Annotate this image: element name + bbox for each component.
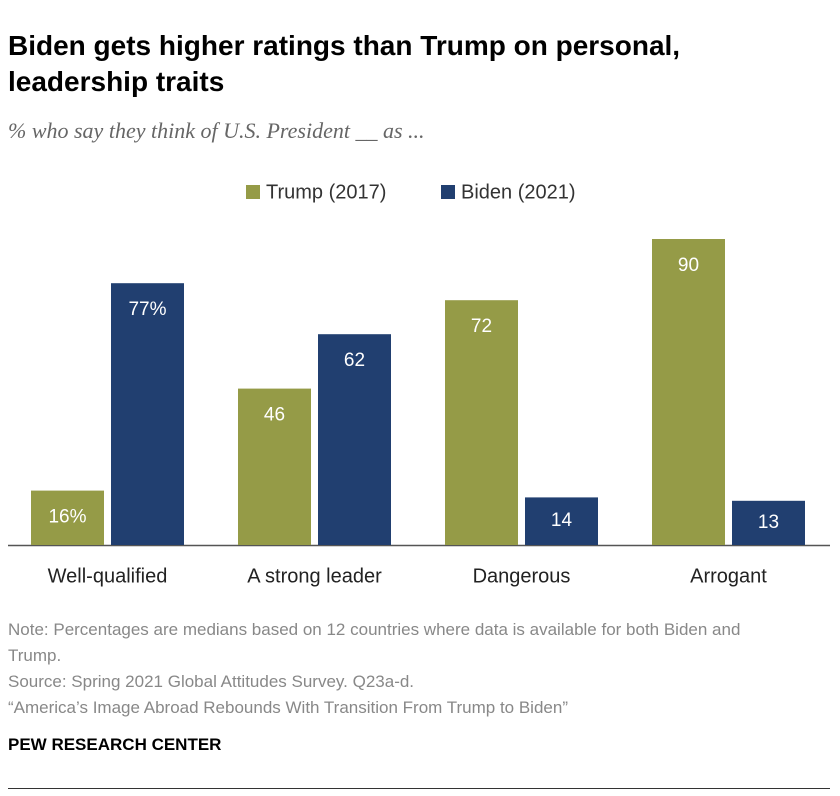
value-label: 16%	[48, 507, 86, 528]
chart-subtitle: % who say they think of U.S. President _…	[8, 118, 425, 143]
value-label: 46	[264, 405, 285, 426]
credit: PEW RESEARCH CENTER	[8, 735, 222, 754]
legend-swatch	[246, 185, 260, 199]
legend-label: Biden (2021)	[461, 181, 576, 203]
value-label: 13	[758, 512, 779, 533]
x-tick-label: A strong leader	[247, 565, 382, 587]
bar	[525, 497, 598, 545]
bar	[31, 490, 104, 545]
legend-label: Trump (2017)	[266, 181, 386, 203]
bar	[445, 300, 518, 545]
bar	[318, 334, 391, 545]
source: Source: Spring 2021 Global Attitudes Sur…	[8, 672, 415, 691]
bar	[732, 500, 805, 545]
value-label: 62	[344, 350, 365, 371]
x-tick-label: Arrogant	[690, 565, 767, 587]
value-label: 14	[551, 510, 573, 531]
legend-swatch	[441, 185, 455, 199]
bar	[238, 388, 311, 545]
x-tick-label: Dangerous	[473, 565, 571, 587]
chart-title: Biden gets higher ratings than Trump on …	[8, 30, 681, 97]
note: Note: Percentages are medians based on 1…	[8, 620, 741, 665]
x-tick-label: Well-qualified	[48, 565, 168, 587]
value-label: 72	[471, 316, 492, 337]
value-label: 77%	[128, 299, 166, 320]
report-title: “America’s Image Abroad Rebounds With Tr…	[8, 698, 568, 717]
bar	[652, 239, 725, 545]
bar	[111, 283, 184, 545]
value-label: 90	[678, 255, 699, 276]
